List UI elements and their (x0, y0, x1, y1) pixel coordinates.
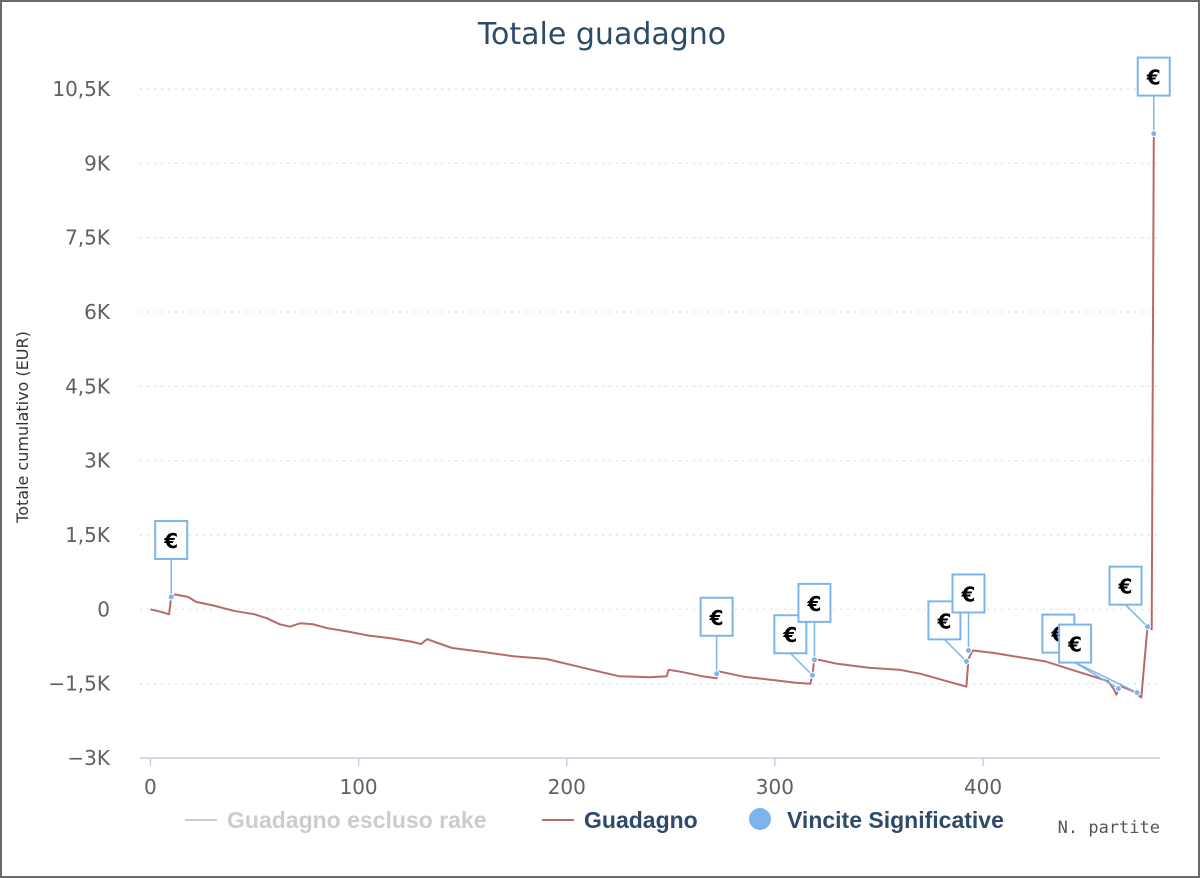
y-tick-label: 10,5K (52, 77, 111, 101)
flag-box (1058, 623, 1093, 664)
x-tick-label: 400 (964, 775, 1002, 799)
flag-point (1150, 130, 1158, 138)
flag-box (1108, 565, 1143, 606)
flag-marker: € (773, 614, 816, 679)
flag-box (1136, 56, 1171, 97)
flag-point (810, 656, 818, 664)
flag-marker: € (699, 596, 734, 678)
flag-marker: € (1058, 623, 1141, 697)
x-tick-label: 100 (339, 775, 377, 799)
y-tick-label: −3K (67, 746, 110, 770)
flag-markers: €€€€€€€€€€ (154, 56, 1171, 697)
y-tick-label: 3K (84, 449, 111, 473)
flag-marker: € (797, 582, 832, 664)
flag-label: € (936, 609, 951, 633)
legend-item[interactable]: Guadagno (542, 807, 698, 833)
legend-symbol (749, 808, 771, 830)
y-tick-label: 6K (84, 300, 111, 324)
flag-point (713, 670, 721, 678)
x-axis-label: N. partite (1058, 818, 1160, 838)
flag-marker: € (1136, 56, 1171, 138)
y-axis-label: Totale cumulativo (EUR) (13, 331, 32, 524)
flag-connector (943, 638, 967, 662)
flag-label: € (1146, 66, 1161, 90)
flag-label: € (961, 582, 976, 606)
flag-marker: € (154, 519, 189, 601)
y-tick-label: −1,5K (48, 672, 111, 696)
flag-point (964, 646, 972, 654)
flag-point (167, 593, 175, 601)
y-tick-label: 7,5K (65, 226, 111, 250)
grid-lines (140, 88, 1160, 759)
legend[interactable]: Guadagno escluso rake Guadagno Vincite Sig… (185, 807, 1004, 833)
flag-point (1144, 623, 1152, 631)
flag-box (951, 573, 986, 614)
flag-label: € (163, 529, 178, 553)
flag-point (1114, 685, 1122, 693)
flag-label: € (782, 623, 797, 647)
flag-label: € (709, 606, 724, 630)
flag-box (699, 596, 734, 637)
y-tick-labels: −3K −1,5K 0 1,5K 3K 4,5K 6K 7,5K 9K 10,5K (48, 77, 111, 770)
flag-label: € (806, 592, 821, 616)
series-lines (150, 133, 1155, 699)
flag-point (808, 671, 816, 679)
flag-point (1133, 689, 1141, 697)
y-tick-label: 0 (97, 597, 110, 621)
flag-connector (1074, 661, 1138, 694)
y-tick-label: 9K (84, 151, 111, 175)
y-tick-label: 1,5K (65, 523, 111, 547)
flag-connector (1124, 604, 1149, 628)
x-tick-label: 200 (548, 775, 586, 799)
legend-label: Guadagno (584, 807, 698, 833)
series-line-guadagno (150, 133, 1155, 699)
flag-connector (789, 652, 813, 676)
y-tick-label: 4,5K (65, 374, 111, 398)
flag-point (962, 657, 970, 665)
flag-box (797, 582, 832, 623)
x-tick-labels: 0 100 200 300 400 (144, 758, 1002, 799)
legend-item[interactable]: Vincite Significative (749, 807, 1004, 833)
flag-marker: € (1108, 565, 1152, 631)
flag-box (154, 519, 189, 560)
flag-label: € (1067, 633, 1082, 657)
legend-label: Guadagno escluso rake (227, 807, 486, 833)
flag-label: € (1118, 575, 1133, 599)
flag-marker: € (951, 573, 986, 654)
legend-label: Vincite Significative (787, 807, 1004, 833)
chart-title: Totale guadagno (477, 17, 726, 52)
x-tick-label: 300 (756, 775, 794, 799)
legend-item[interactable]: Guadagno escluso rake (185, 807, 486, 833)
x-tick-label: 0 (144, 775, 157, 799)
